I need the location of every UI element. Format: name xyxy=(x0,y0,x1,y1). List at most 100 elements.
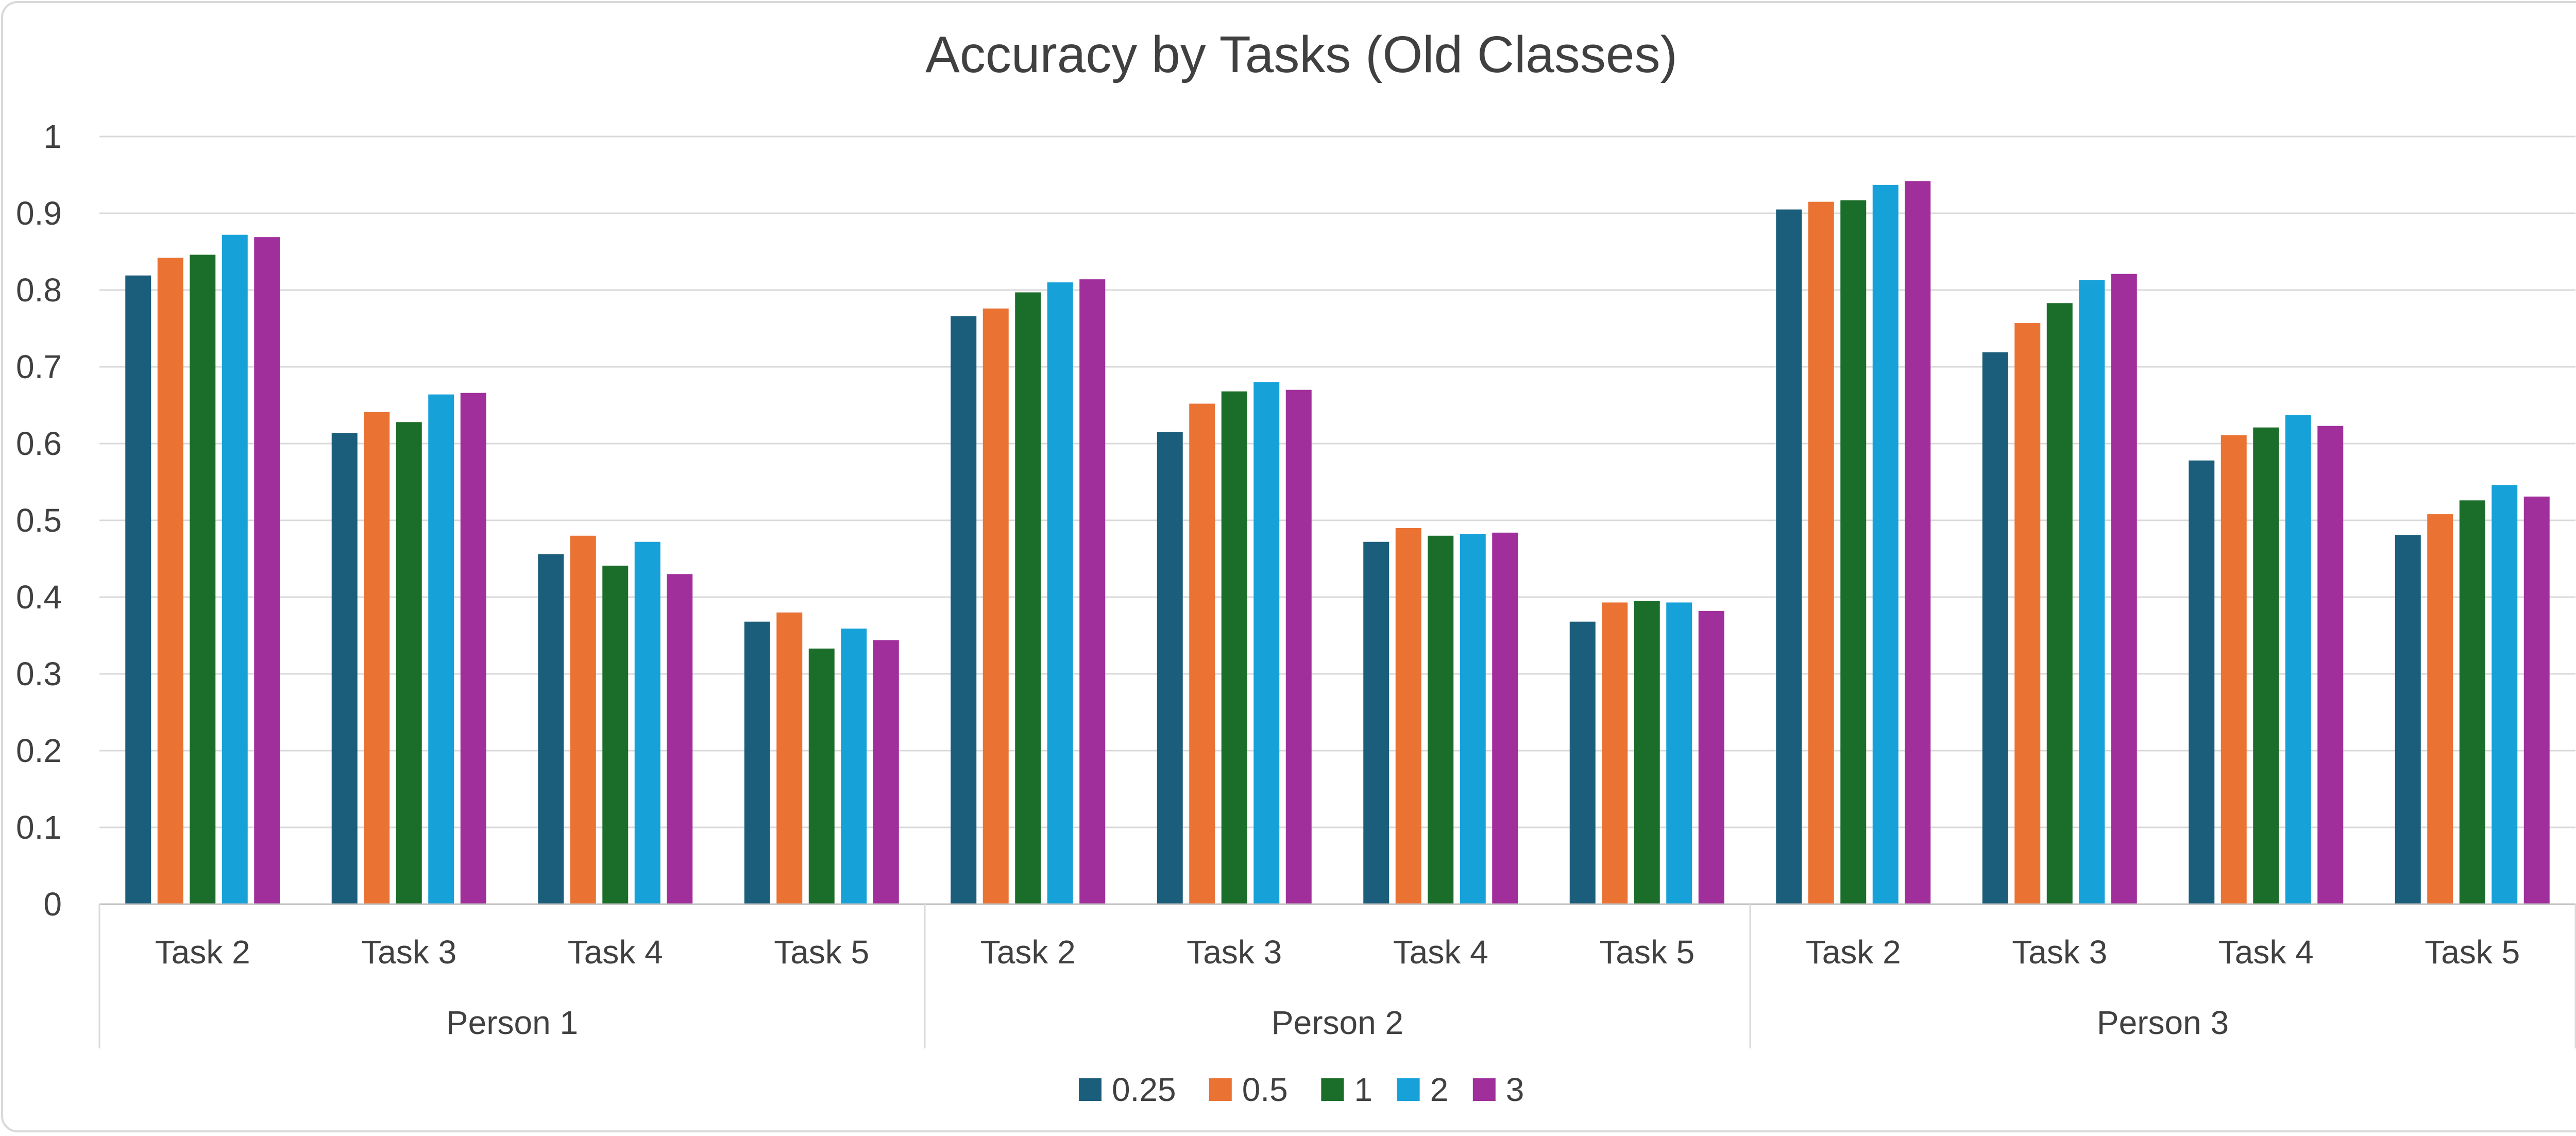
y-tick-label: 0.4 xyxy=(16,579,62,616)
bar-0.25-person-3-task-2 xyxy=(1776,209,1802,904)
bar-3-person-3-task-3 xyxy=(2111,274,2137,905)
bar-3-person-3-task-5 xyxy=(2523,496,2550,904)
bar-0.5-person-2-task-2 xyxy=(982,308,1009,904)
bar-0.5-person-3-task-4 xyxy=(2221,435,2247,904)
bar-0.25-person-2-task-4 xyxy=(1363,541,1389,904)
bar-3-person-3-task-4 xyxy=(2317,426,2344,904)
y-tick-label: 0.9 xyxy=(16,195,62,232)
bar-1-person-3-task-3 xyxy=(2046,303,2073,904)
bar-0.25-person-3-task-4 xyxy=(2189,460,2215,904)
bar-2-person-2-task-4 xyxy=(1460,534,1486,904)
bar-0.5-person-1-task-3 xyxy=(364,412,390,904)
x-category-label: Task 5 xyxy=(774,934,869,971)
bar-0.5-person-3-task-3 xyxy=(2014,323,2041,904)
x-group-label: Person 3 xyxy=(2097,1004,2229,1041)
bar-1-person-2-task-4 xyxy=(1428,535,1454,904)
bar-0.25-person-3-task-3 xyxy=(1982,352,2008,905)
x-category-label: Task 3 xyxy=(361,934,456,971)
bar-1-person-2-task-3 xyxy=(1221,391,1247,904)
bar-2-person-3-task-5 xyxy=(2492,485,2518,904)
legend-swatch-3 xyxy=(1472,1078,1496,1101)
bar-0.5-person-2-task-4 xyxy=(1395,528,1421,904)
bar-0.25-person-2-task-2 xyxy=(951,316,977,905)
bar-0.25-person-1-task-3 xyxy=(331,433,358,904)
x-axis: Task 2 Task 3 Task 4 Task 5 Person 1 Task 2 Ta… xyxy=(98,903,2576,1048)
bar-3-person-3-task-2 xyxy=(1905,181,1931,904)
bar-0.25-person-1-task-4 xyxy=(538,554,564,904)
grid-layer xyxy=(99,135,2575,905)
legend-swatch-0.5 xyxy=(1209,1078,1232,1101)
bar-2-person-1-task-5 xyxy=(841,629,867,904)
bar-0.5-person-3-task-2 xyxy=(1808,201,1834,904)
x-category-label: Task 4 xyxy=(2218,934,2314,971)
bar-0.5-person-3-task-5 xyxy=(2427,514,2453,904)
bar-0.25-person-2-task-3 xyxy=(1157,432,1183,904)
bar-1-person-3-task-2 xyxy=(1840,200,1867,904)
bar-0.5-person-2-task-5 xyxy=(1602,602,1628,904)
x-category-label: Task 5 xyxy=(2425,934,2520,971)
chart-title: Accuracy by Tasks (Old Classes) xyxy=(925,26,1677,83)
y-tick-label: 0.3 xyxy=(16,655,62,692)
legend-swatch-1 xyxy=(1321,1078,1344,1101)
legend-label: 1 xyxy=(1354,1071,1372,1108)
bar-3-person-2-task-4 xyxy=(1492,532,1518,904)
y-tick-label: 0.7 xyxy=(16,348,62,385)
legend-label: 2 xyxy=(1430,1071,1449,1108)
x-category-label: Task 4 xyxy=(568,934,663,971)
bar-2-person-3-task-3 xyxy=(2079,280,2105,904)
bar-1-person-3-task-4 xyxy=(2253,427,2279,904)
legend-swatch-0.25 xyxy=(1079,1078,1101,1101)
bar-1-person-2-task-2 xyxy=(1015,292,1041,904)
bar-3-person-1-task-4 xyxy=(667,574,693,904)
bar-0.5-person-1-task-4 xyxy=(570,535,596,904)
bar-2-person-3-task-4 xyxy=(2285,415,2311,904)
legend-label: 0.25 xyxy=(1112,1071,1176,1108)
bar-0.25-person-3-task-5 xyxy=(2395,535,2421,904)
bar-0.5-person-1-task-5 xyxy=(776,612,803,904)
bar-1-person-1-task-5 xyxy=(808,648,835,904)
x-category-label: Task 5 xyxy=(1599,934,1694,971)
y-tick-label: 1 xyxy=(43,118,62,155)
y-tick-label: 0.8 xyxy=(16,272,62,309)
bar-0.25-person-2-task-5 xyxy=(1569,621,1596,904)
x-category-label: Task 2 xyxy=(980,934,1076,971)
bar-2-person-1-task-2 xyxy=(222,234,248,905)
x-group-label: Person 2 xyxy=(1272,1004,1403,1041)
bar-1-person-1-task-2 xyxy=(190,255,216,905)
y-tick-label: 0.2 xyxy=(16,732,62,769)
bar-2-person-1-task-4 xyxy=(634,541,660,904)
legend-label: 0.5 xyxy=(1242,1071,1288,1108)
bar-0.25-person-1-task-2 xyxy=(125,275,151,905)
bar-1-person-3-task-5 xyxy=(2459,500,2485,904)
bar-0.5-person-1-task-2 xyxy=(157,258,183,904)
bar-2-person-1-task-3 xyxy=(428,394,454,904)
bar-3-person-2-task-5 xyxy=(1698,611,1724,904)
bar-3-person-1-task-5 xyxy=(873,640,899,904)
y-tick-label: 0.1 xyxy=(16,809,62,846)
x-group-label: Person 1 xyxy=(446,1004,578,1041)
bars xyxy=(125,181,2550,905)
x-category-label: Task 3 xyxy=(1187,934,1282,971)
y-tick-label: 0.5 xyxy=(16,502,62,539)
legend: 0.25 0.5 1 2 3 xyxy=(1079,1071,1524,1108)
bar-2-person-2-task-3 xyxy=(1253,382,1280,904)
legend-label: 3 xyxy=(1506,1071,1524,1108)
legend-swatch-2 xyxy=(1397,1078,1420,1101)
bar-1-person-2-task-5 xyxy=(1634,601,1660,904)
bar-0.5-person-2-task-3 xyxy=(1189,403,1215,904)
x-category-label: Task 2 xyxy=(155,934,250,971)
bar-2-person-3-task-2 xyxy=(1872,184,1899,904)
bar-2-person-2-task-5 xyxy=(1666,602,1692,904)
bar-3-person-1-task-3 xyxy=(460,393,486,904)
bar-3-person-2-task-2 xyxy=(1079,279,1106,904)
bar-3-person-2-task-3 xyxy=(1285,389,1312,904)
x-category-label: Task 4 xyxy=(1393,934,1488,971)
bar-1-person-1-task-3 xyxy=(396,422,422,904)
bar-3-person-1-task-2 xyxy=(254,237,280,905)
bar-0.25-person-1-task-5 xyxy=(744,621,770,904)
y-tick-label: 0.6 xyxy=(16,425,62,462)
bar-1-person-1-task-4 xyxy=(602,565,629,904)
y-axis-ticks: 0 0.1 0.2 0.3 0.4 0.5 0.6 0.7 0.8 0.9 1 xyxy=(16,118,62,923)
